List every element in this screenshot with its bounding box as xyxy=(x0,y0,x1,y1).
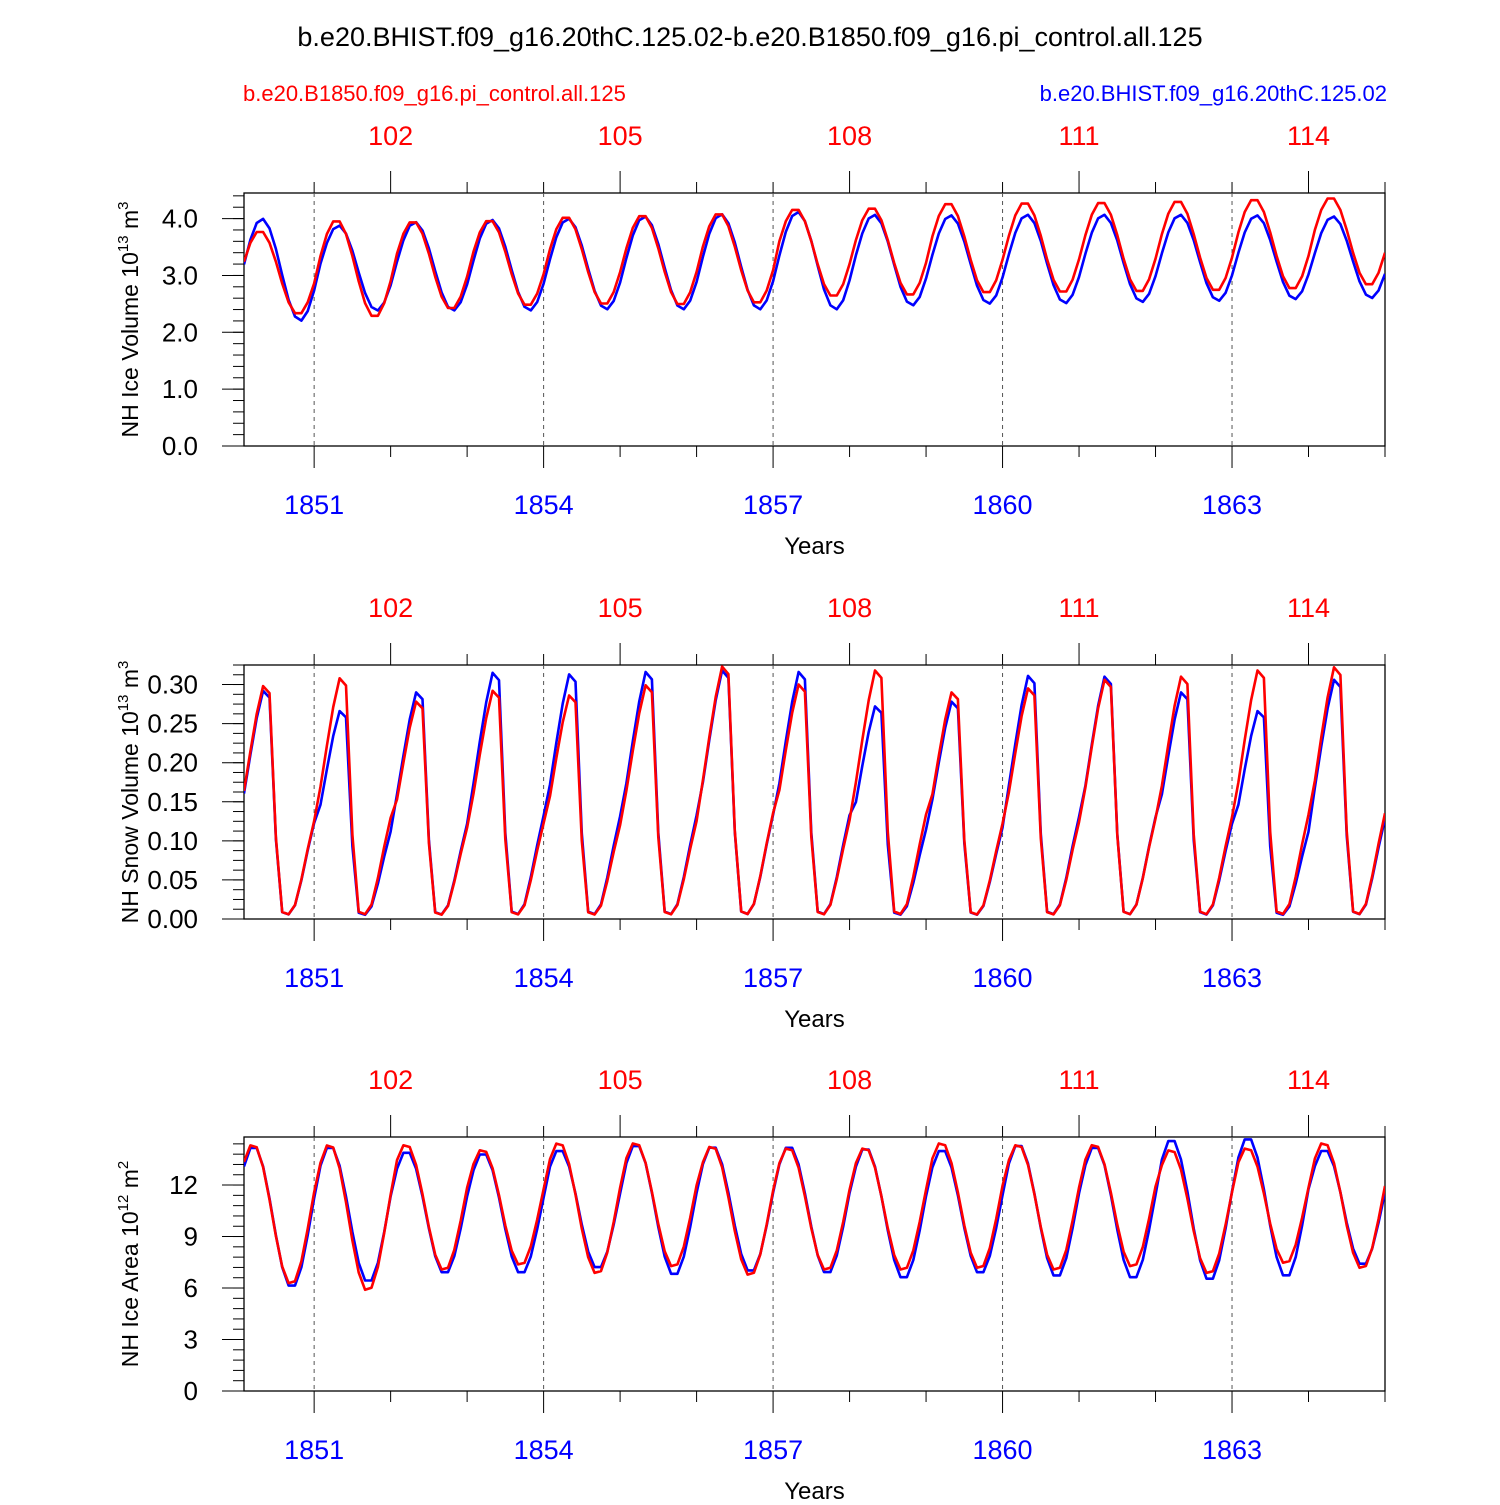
y-tick-label: 0.00 xyxy=(147,904,198,934)
x-tick-label: 1851 xyxy=(284,1435,344,1465)
panel-snow-volume: 1851 1854 1857 1860 1863 102 105 108 111 114 Years… xyxy=(115,593,1386,1033)
x-tick-label: 1863 xyxy=(1202,1435,1262,1465)
y-tick-label: 0.30 xyxy=(147,670,198,700)
series-line-control xyxy=(244,197,1385,318)
y-axis-label: NH Ice Area 1012 m2 xyxy=(115,1161,143,1368)
top-tick-label: 108 xyxy=(827,121,872,151)
panel-ice-area: 1851 1854 1857 1860 1863 102 105 108 111 114 Years… xyxy=(115,1065,1386,1505)
x-tick-label: 1857 xyxy=(743,963,803,993)
plot-frame xyxy=(243,192,1386,447)
y-tick-label: 6 xyxy=(184,1273,198,1303)
y-tick-label: 4.0 xyxy=(162,204,198,234)
plot-frame xyxy=(243,1136,1386,1392)
x-axis-label: Years xyxy=(784,533,845,560)
x-tick-label: 1857 xyxy=(743,490,803,520)
y-tick-label: 3 xyxy=(184,1325,198,1355)
y-tick-label: 9 xyxy=(184,1222,198,1252)
x-tick-label: 1863 xyxy=(1202,963,1262,993)
x-tick-label: 1860 xyxy=(973,963,1033,993)
top-tick-label: 111 xyxy=(1059,593,1100,623)
y-tick-label: 0.25 xyxy=(147,709,198,739)
legend-hist-label: b.e20.BHIST.f09_g16.20thC.125.02 xyxy=(1040,81,1387,106)
y-tick-label: 0.15 xyxy=(147,787,198,817)
y-tick-label: 3.0 xyxy=(162,260,198,290)
x-tick-label: 1851 xyxy=(284,963,344,993)
y-tick-label: 0.20 xyxy=(147,748,198,778)
x-tick-label: 1857 xyxy=(743,1435,803,1465)
x-axis-label: Years xyxy=(784,1478,845,1500)
top-tick-label: 105 xyxy=(598,121,643,151)
y-tick-label: 0.0 xyxy=(162,431,198,461)
chart-title: b.e20.BHIST.f09_g16.20thC.125.02-b.e20.B… xyxy=(297,22,1202,52)
x-tick-label: 1860 xyxy=(973,1435,1033,1465)
legend-control-label: b.e20.B1850.f09_g16.pi_control.all.125 xyxy=(243,81,626,106)
top-tick-label: 105 xyxy=(598,1065,643,1095)
y-tick-label: 12 xyxy=(169,1170,198,1200)
x-tick-label: 1863 xyxy=(1202,490,1262,520)
y-axis-label: NH Snow Volume 1013 m3 xyxy=(115,661,143,924)
panel-ice-volume: 1851 1854 1857 1860 1863 102 105 108 111 114 Years… xyxy=(115,121,1386,560)
top-tick-label: 114 xyxy=(1287,1065,1330,1095)
x-tick-label: 1854 xyxy=(514,490,574,520)
panels: 1851 1854 1857 1860 1863 102 105 108 111 114 Years… xyxy=(115,121,1386,1505)
top-tick-label: 102 xyxy=(368,1065,413,1095)
x-tick-label: 1854 xyxy=(514,963,574,993)
y-tick-label: 0.05 xyxy=(147,865,198,895)
y-tick-label: 0.10 xyxy=(147,826,198,856)
y-tick-label: 1.0 xyxy=(162,374,198,404)
series-line-hist xyxy=(244,210,1385,322)
series-line-control xyxy=(244,1142,1385,1292)
top-tick-label: 111 xyxy=(1059,1065,1100,1095)
top-tick-label: 114 xyxy=(1287,121,1330,151)
top-tick-label: 114 xyxy=(1287,593,1330,623)
top-tick-label: 111 xyxy=(1059,121,1100,151)
top-tick-label: 108 xyxy=(827,1065,872,1095)
top-tick-label: 102 xyxy=(368,121,413,151)
x-tick-label: 1851 xyxy=(284,490,344,520)
top-tick-label: 102 xyxy=(368,593,413,623)
x-axis-label: Years xyxy=(784,1006,845,1033)
y-tick-label: 2.0 xyxy=(162,317,198,347)
top-tick-label: 105 xyxy=(598,593,643,623)
x-tick-label: 1860 xyxy=(973,490,1033,520)
y-axis-label: NH Ice Volume 1013 m3 xyxy=(115,202,143,438)
y-tick-label: 0 xyxy=(184,1376,198,1406)
series-line-control xyxy=(244,665,1385,916)
x-tick-label: 1854 xyxy=(514,1435,574,1465)
top-tick-label: 108 xyxy=(827,593,872,623)
